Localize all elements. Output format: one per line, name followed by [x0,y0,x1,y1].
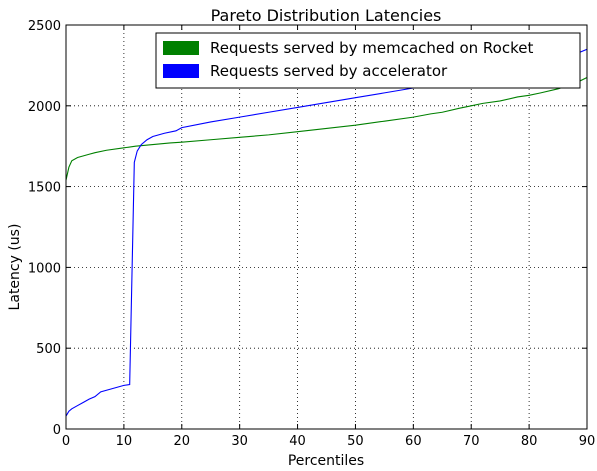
x-tick-label: 60 [405,434,422,449]
y-tick-label: 0 [53,423,61,438]
x-tick-label: 0 [62,434,70,449]
x-tick-label: 90 [579,434,596,449]
x-tick-label: 40 [289,434,306,449]
x-tick-label: 10 [116,434,133,449]
y-tick-label: 2500 [28,19,61,34]
axis-ticks: 0 10 20 30 40 50 60 70 80 90 0 500 1000 1500 2000 2500 [28,19,595,449]
chart-title: Pareto Distribution Latencies [211,6,442,25]
legend-label-memcached: Requests served by memcached on Rocket [210,39,533,57]
legend-swatch-accelerator [163,64,199,78]
series-line-1 [66,48,587,417]
x-tick-label: 50 [347,434,364,449]
legend-label-accelerator: Requests served by accelerator [210,62,448,80]
y-tick-label: 1000 [28,261,61,276]
legend-box [155,32,581,89]
series-lines [66,48,587,417]
y-tick-label: 1500 [28,181,61,196]
series-line-0 [66,77,587,181]
x-tick-label: 70 [463,434,480,449]
legend: Requests served by memcached on Rocket R… [155,32,581,89]
grid-lines [66,25,587,429]
y-axis-title: Latency (us) [7,224,23,311]
plot-frame [65,24,588,430]
y-tick-label: 500 [36,342,61,357]
x-axis-title: Percentiles [288,453,364,469]
y-tick-label: 2000 [28,100,61,115]
x-tick-label: 20 [174,434,191,449]
x-tick-label: 30 [231,434,248,449]
x-tick-label: 80 [521,434,538,449]
legend-swatch-memcached [163,41,199,55]
